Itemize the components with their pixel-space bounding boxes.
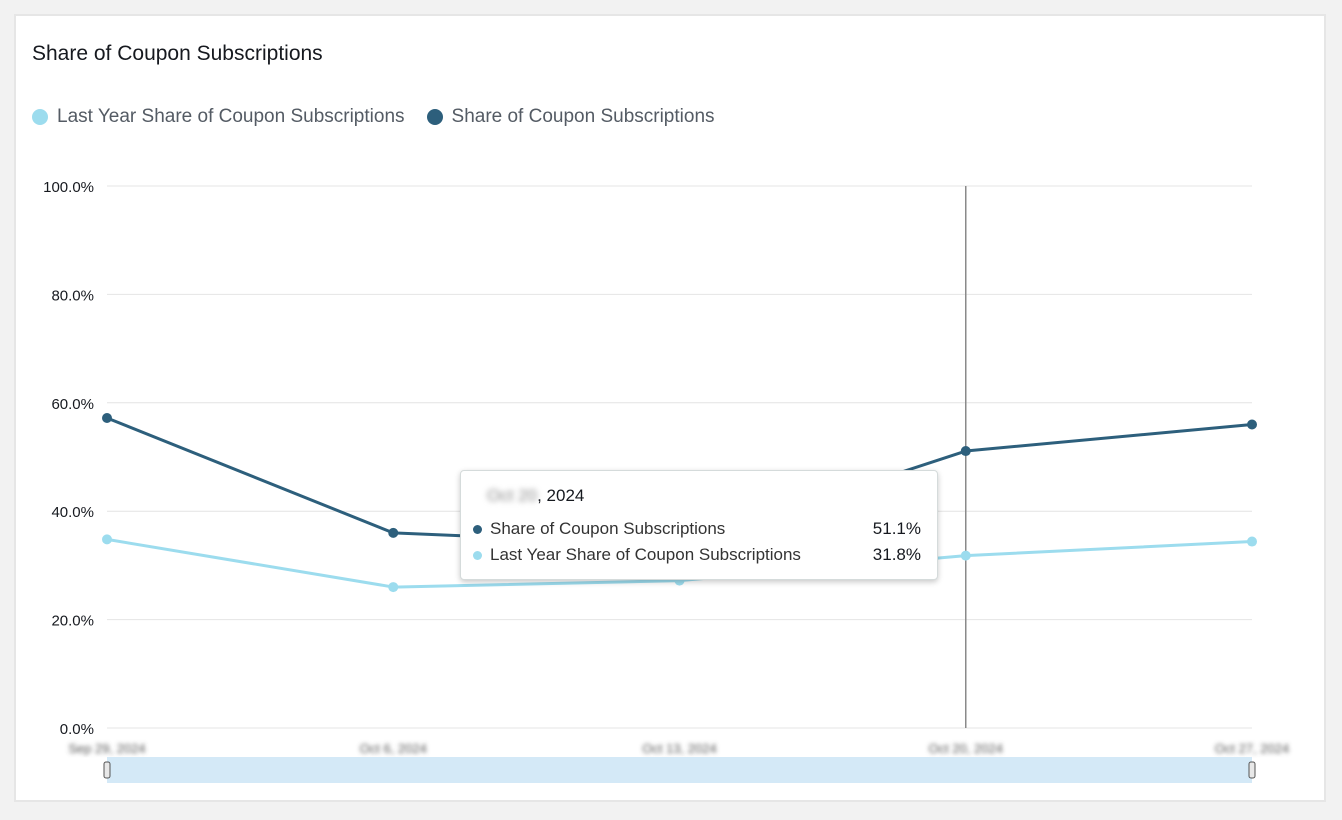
tooltip-label-last-year: Last Year Share of Coupon Subscriptions [490, 545, 801, 564]
tooltip-label-current: Share of Coupon Subscriptions [490, 519, 726, 538]
y-tick-label: 40.0% [51, 504, 94, 521]
zoom-handle-right[interactable] [1248, 761, 1256, 779]
tooltip-date-year: , 2024 [537, 486, 585, 505]
tooltip-row-last-year: Last Year Share of Coupon Subscriptions … [473, 545, 921, 565]
x-tick-label: Oct 6, 2024 [360, 741, 427, 756]
chart-card: Share of Coupon Subscriptions Last Year … [14, 14, 1326, 802]
data-point-last-year [102, 534, 112, 545]
x-tick-label: Oct 13, 2024 [642, 741, 716, 756]
data-point-current [1247, 419, 1257, 430]
data-point-current [960, 446, 971, 457]
data-point-current [102, 412, 112, 423]
y-tick-label: 60.0% [51, 396, 94, 413]
data-point-last-year [960, 550, 971, 561]
y-tick-label: 0.0% [60, 721, 94, 738]
tooltip-row-current: Share of Coupon Subscriptions 51.1% [473, 519, 921, 539]
tooltip-value-last-year: 31.8% [872, 545, 921, 564]
data-point-last-year [388, 582, 399, 593]
legend-label-current: Share of Coupon Subscriptions [451, 106, 715, 127]
x-tick-label: Oct 27, 2024 [1215, 741, 1289, 756]
y-tick-label: 80.0% [51, 287, 94, 304]
legend-label-last-year: Last Year Share of Coupon Subscriptions [57, 106, 405, 127]
data-point-last-year [1247, 536, 1257, 547]
data-point-current [388, 527, 399, 538]
data-tooltip: Oct 20, 2024 Share of Coupon Subscriptio… [460, 470, 938, 580]
tooltip-date: Oct 20, 2024 [487, 486, 584, 506]
legend-marker-current [426, 109, 443, 125]
x-tick-label: Sep 29, 2024 [68, 741, 145, 756]
zoom-scrollbar-track [107, 757, 1252, 783]
tooltip-marker-last-year [473, 550, 482, 560]
legend-item-last-year[interactable]: Last Year Share of Coupon Subscriptions [32, 106, 405, 128]
legend-marker-last-year [32, 109, 48, 125]
y-tick-label: 100.0% [43, 179, 94, 196]
legend-item-current[interactable]: Share of Coupon Subscriptions [426, 106, 715, 128]
y-tick-label: 20.0% [51, 613, 94, 630]
x-tick-label: Oct 20, 2024 [929, 741, 1003, 756]
tooltip-date-redacted: Oct 20 [487, 486, 538, 505]
tooltip-marker-current [473, 524, 482, 534]
legend: Last Year Share of Coupon Subscriptions … [32, 106, 715, 128]
chart-title: Share of Coupon Subscriptions [32, 42, 323, 65]
tooltip-value-current: 51.1% [872, 519, 921, 538]
zoom-handle-left[interactable] [103, 761, 111, 779]
